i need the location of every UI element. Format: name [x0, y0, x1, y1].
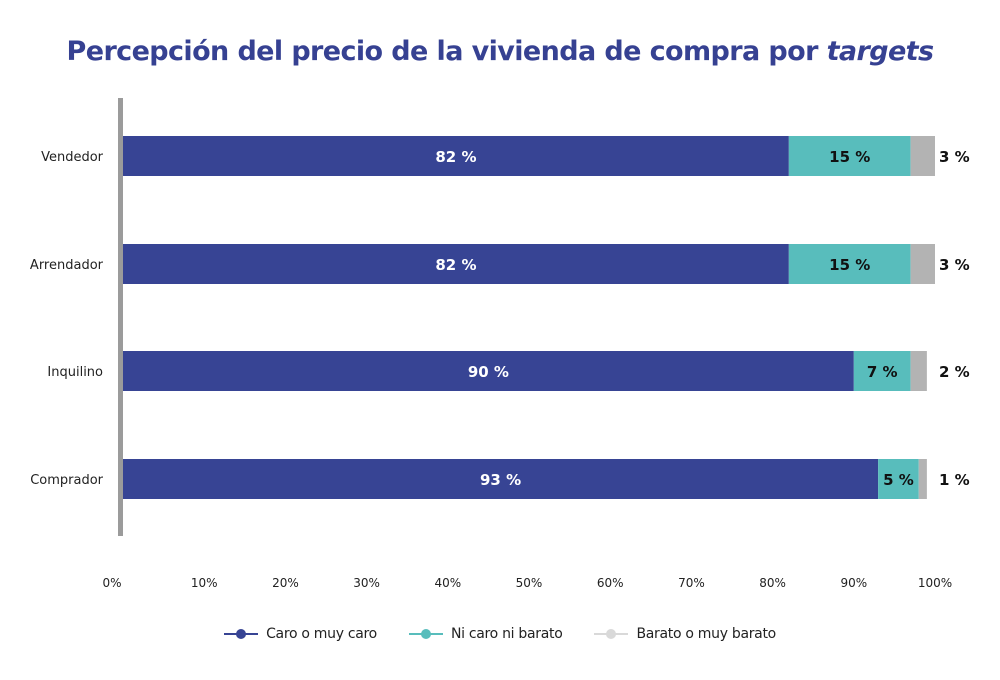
category-label: Vendedor: [41, 150, 104, 165]
legend-marker-icon: [408, 628, 443, 640]
bar-segment: [123, 136, 789, 176]
bar-segment: [123, 459, 879, 499]
data-label: 15 %: [829, 256, 870, 274]
bar-segment: [918, 459, 927, 499]
data-label: 15 %: [829, 148, 870, 166]
bar-segment: [910, 136, 935, 176]
data-label: 82 %: [435, 148, 476, 166]
chart-title-italic: targets: [826, 36, 934, 67]
legend-marker-icon: [224, 628, 259, 640]
bar-segment: [123, 351, 854, 391]
y-axis-line: [118, 98, 123, 536]
x-tick-label: 50%: [516, 576, 543, 590]
legend-label: Caro o muy caro: [266, 626, 377, 642]
data-label: 3 %: [939, 148, 970, 166]
x-tick-label: 60%: [597, 576, 624, 590]
x-tick-label: 0%: [102, 576, 121, 590]
bar-segment: [910, 351, 927, 391]
bar-segment: [878, 459, 919, 499]
x-tick-label: 40%: [434, 576, 461, 590]
data-label: 90 %: [468, 363, 509, 381]
x-tick-label: 30%: [353, 576, 380, 590]
data-label: 2 %: [939, 363, 970, 381]
x-tick-label: 80%: [759, 576, 786, 590]
x-tick-label: 10%: [191, 576, 218, 590]
bar-segment: [123, 244, 789, 284]
chart-title-text: Percepción del precio de la vivienda de …: [66, 36, 819, 67]
bar-segment: [853, 351, 911, 391]
legend-item: Caro o muy caro: [224, 626, 377, 642]
category-label: Arrendador: [30, 258, 104, 273]
legend-item: Barato o muy barato: [594, 626, 776, 642]
legend-item: Ni caro ni barato: [408, 626, 563, 642]
chart-title: Percepción del precio de la vivienda de …: [0, 36, 1000, 67]
legend: Caro o muy caro Ni caro ni barato Barato o…: [0, 626, 1000, 642]
x-tick-label: 90%: [840, 576, 867, 590]
bar-segment: [788, 136, 911, 176]
data-label: 1 %: [939, 471, 970, 489]
data-label: 7 %: [867, 363, 898, 381]
bar-segment: [910, 244, 935, 284]
bar-segment: [788, 244, 911, 284]
legend-label: Ni caro ni barato: [450, 626, 563, 642]
legend-marker-icon: [594, 628, 629, 640]
data-label: 3 %: [939, 256, 970, 274]
category-label: Inquilino: [47, 365, 103, 380]
data-label: 82 %: [435, 256, 476, 274]
x-tick-label: 70%: [678, 576, 705, 590]
data-label: 5 %: [883, 471, 914, 489]
x-tick-label: 100%: [918, 576, 952, 590]
x-tick-label: 20%: [272, 576, 299, 590]
category-label: Comprador: [30, 473, 103, 488]
data-label: 93 %: [480, 471, 521, 489]
legend-label: Barato o muy barato: [636, 626, 776, 642]
